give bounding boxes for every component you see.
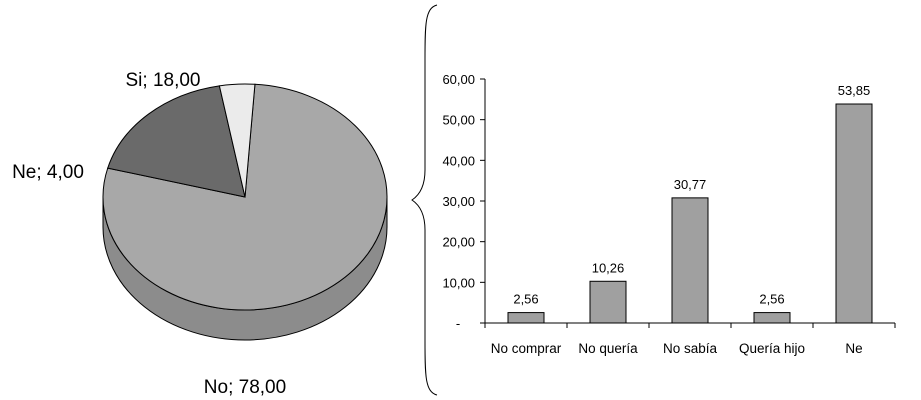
x-tick-label: No sabía <box>663 341 718 356</box>
x-tick-label: Quería hijo <box>739 341 805 356</box>
data-label: 2,56 <box>759 292 784 307</box>
bar <box>753 312 791 324</box>
pie-slice-ne <box>218 83 256 198</box>
data-label: 30,77 <box>674 177 707 192</box>
bar-chart: - 10,00 20,00 30,00 40,00 50,00 60,00 2,56 No co… <box>442 72 896 356</box>
y-tick-label: 20,00 <box>442 235 475 250</box>
y-tick-label: 10,00 <box>442 275 475 290</box>
pie-chart: No; 78,00 Si; 18,00 Ne; 4,00 <box>12 70 388 398</box>
x-tick-label: Ne <box>845 341 862 356</box>
x-tick-label: No quería <box>578 341 638 356</box>
pie-label-no: No; 78,00 <box>204 377 286 398</box>
data-label: 2,56 <box>513 292 538 307</box>
bar <box>507 312 545 324</box>
pie-slice-si <box>107 85 246 198</box>
y-tick-label: 60,00 <box>442 72 475 87</box>
grouping-brace <box>411 4 438 396</box>
bar <box>671 197 709 324</box>
pie-label-si: Si; 18,00 <box>126 70 201 91</box>
y-tick-label: 50,00 <box>442 113 475 128</box>
x-tick-label: No comprar <box>491 341 562 356</box>
data-label: 53,85 <box>838 83 871 98</box>
bar <box>835 103 873 324</box>
pie-label-ne: Ne; 4,00 <box>12 162 84 183</box>
bar <box>589 280 627 324</box>
y-tick-label: 30,00 <box>442 194 475 209</box>
y-tick-label: 40,00 <box>442 153 475 168</box>
y-tick-label: - <box>456 316 460 331</box>
data-label: 10,26 <box>592 260 625 275</box>
